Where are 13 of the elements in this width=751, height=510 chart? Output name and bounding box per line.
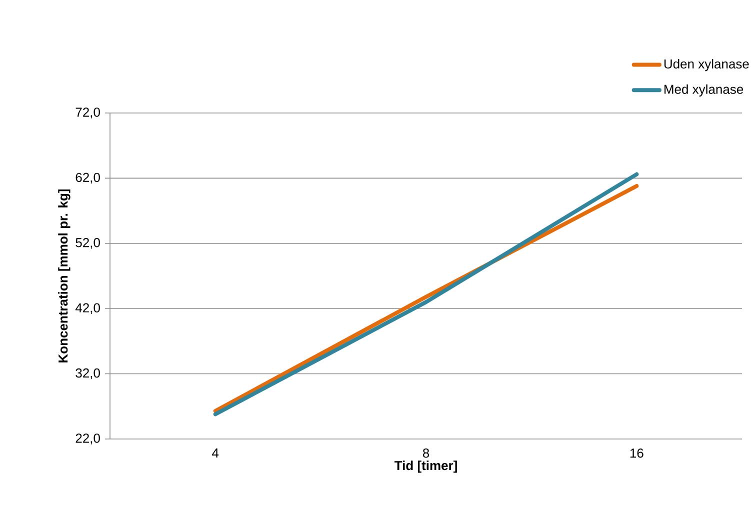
x-tick-label: 4 (212, 448, 219, 458)
y-tick-label: 52,0 (76, 238, 100, 249)
x-tick-label: 8 (422, 448, 430, 458)
y-tick-label: 62,0 (76, 172, 100, 184)
y-tick-label: 32,0 (76, 368, 100, 380)
y-axis-title: Koncentration [mmol pr. kg] (58, 189, 70, 362)
x-tick-label: 16 (630, 448, 644, 458)
y-tick-label: 72,0 (76, 108, 100, 118)
legend-label: Uden xylanase (664, 59, 749, 72)
y-tick-label: 22,0 (76, 434, 100, 444)
y-tick-label: 42,0 (75, 303, 100, 314)
legend-label: Med xylanase (664, 84, 744, 96)
x-axis-title: Tid [timer] (394, 460, 457, 473)
